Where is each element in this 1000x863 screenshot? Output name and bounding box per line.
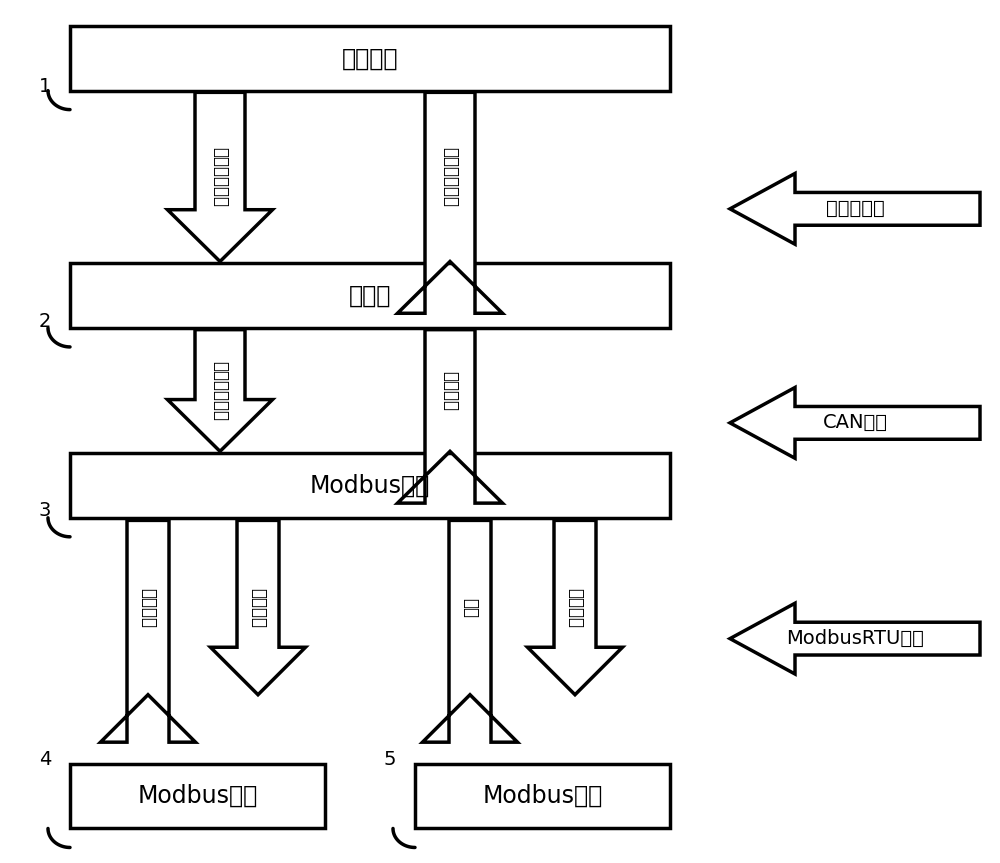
Text: 以太网协议: 以太网协议: [826, 199, 884, 218]
Text: 2: 2: [39, 312, 51, 331]
Polygon shape: [730, 603, 980, 674]
Bar: [70, 26, 670, 91]
Text: CAN协议: CAN协议: [822, 413, 888, 432]
Text: 5: 5: [384, 750, 396, 769]
Text: 用户触发命令: 用户触发命令: [211, 147, 229, 207]
Text: 3: 3: [39, 501, 51, 520]
Text: 命令: 命令: [461, 597, 479, 618]
Text: 数据请求命令: 数据请求命令: [211, 361, 229, 420]
Polygon shape: [398, 330, 503, 503]
Text: 数据定时发送: 数据定时发送: [441, 147, 459, 207]
Polygon shape: [730, 173, 980, 244]
Text: Modbus模件: Modbus模件: [310, 474, 430, 497]
Text: 数据应答: 数据应答: [441, 370, 459, 411]
Polygon shape: [168, 92, 272, 261]
Bar: [415, 764, 670, 828]
Bar: [70, 263, 670, 328]
Text: 4: 4: [39, 750, 51, 769]
Polygon shape: [100, 520, 196, 742]
Bar: [70, 764, 325, 828]
Polygon shape: [528, 520, 622, 695]
Text: 应答命令: 应答命令: [139, 588, 157, 627]
Text: 控制站: 控制站: [349, 284, 391, 307]
Text: Modbus从站: Modbus从站: [137, 784, 258, 808]
Bar: [70, 453, 670, 518]
Polygon shape: [730, 387, 980, 458]
Polygon shape: [211, 520, 306, 695]
Text: 1: 1: [39, 77, 51, 96]
Polygon shape: [422, 520, 518, 742]
Text: Modbus主站: Modbus主站: [482, 784, 603, 808]
Text: ModbusRTU协议: ModbusRTU协议: [786, 629, 924, 648]
Polygon shape: [398, 92, 503, 313]
Polygon shape: [168, 330, 272, 451]
Text: 应答命令: 应答命令: [566, 588, 584, 627]
Text: 工程师站: 工程师站: [342, 47, 398, 70]
Text: 发送命令: 发送命令: [249, 588, 267, 627]
